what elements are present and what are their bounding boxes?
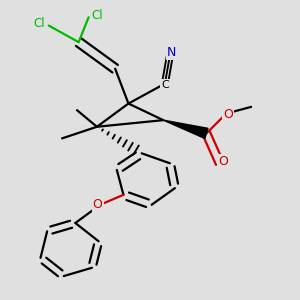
Text: Cl: Cl <box>91 9 103 22</box>
Text: C: C <box>161 80 169 90</box>
Polygon shape <box>163 120 208 139</box>
Text: O: O <box>93 198 103 211</box>
Text: O: O <box>223 108 233 121</box>
Text: O: O <box>219 155 229 168</box>
Text: N: N <box>167 46 176 59</box>
Text: Cl: Cl <box>34 17 45 30</box>
